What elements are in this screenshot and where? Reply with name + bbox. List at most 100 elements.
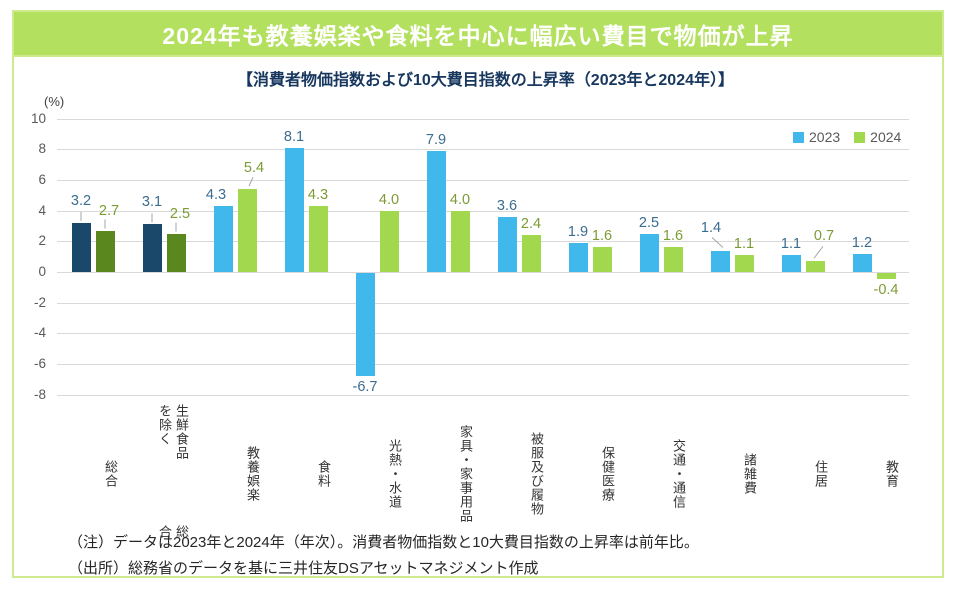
bar-value-label: 5.4 [243, 160, 265, 177]
bar-value-label: -0.4 [873, 282, 899, 299]
y-axis-tick-label: -8 [33, 386, 46, 402]
category-label-line: 光熱・水道 [387, 439, 402, 509]
bar-2024-住居 [805, 261, 825, 272]
x-axis-category-総合: 総合 [67, 404, 119, 544]
bar-value-label: 3.6 [496, 197, 518, 214]
page-title: 2024年も教養娯楽や食料を中心に幅広い費目で物価が上昇 [162, 22, 794, 49]
note-line-2: （出所）総務省のデータを基に三井住友DSアセットマネジメント作成 [68, 560, 539, 577]
bar-2023-光熱・水道 [355, 273, 375, 376]
bar-value-label: 2.4 [520, 216, 542, 233]
bar-2024-諸雑費 [734, 255, 754, 272]
bar-2023-諸雑費 [710, 250, 730, 272]
x-axis-category-保健医療: 保健医療 [564, 404, 616, 544]
bar-value-label: 1.6 [662, 228, 684, 245]
x-axis-category-諸雑費: 諸雑費 [706, 404, 758, 544]
note-line-1: （注）データは2023年と2024年（年次）。消費者物価指数と10大費目指数の上… [68, 534, 699, 551]
y-axis-tick-label: 8 [38, 141, 46, 157]
bar-2023-教養娯楽 [213, 205, 233, 272]
gridline [57, 241, 909, 243]
bar-2024-交通・通信 [663, 247, 683, 272]
bar-2024-食料 [308, 205, 328, 272]
bar-value-label: 2.5 [638, 214, 660, 231]
category-label-line: 交通・通信 [671, 439, 686, 509]
bar-2023-家具・家事用品 [426, 150, 446, 272]
bar-value-label: 4.0 [449, 191, 471, 208]
x-axis-category-住居: 住居 [777, 404, 829, 544]
category-label-line: 生鮮食品を除く [157, 404, 189, 460]
bar-value-label: 4.3 [205, 186, 227, 203]
y-axis-tick-label: 0 [38, 264, 46, 279]
bar-value-label: 3.1 [141, 194, 163, 211]
gridline [57, 302, 909, 304]
category-label-line: 総合 [157, 525, 189, 540]
y-axis-tick-label: 6 [38, 171, 46, 187]
chart-frame-border [12, 10, 944, 578]
category-label-line: 教養娯楽 [245, 446, 260, 502]
bar-value-label: 1.1 [733, 236, 755, 253]
gridline [57, 272, 909, 273]
bar-value-label: 1.6 [591, 228, 613, 245]
x-axis-category-教育: 教育 [848, 404, 900, 544]
category-label-line: 教育 [884, 460, 899, 488]
bar-value-label: 1.1 [780, 236, 802, 253]
x-axis-category-交通・通信: 交通・通信 [635, 404, 687, 544]
bar-value-label: 1.9 [567, 223, 589, 240]
bar-2023-教育 [852, 253, 872, 272]
footnote-note: （注）データは2023年と2024年（年次）。消費者物価指数と10大費目指数の上… [68, 530, 699, 556]
bar-value-label: 8.1 [283, 128, 305, 145]
bar-value-label: 4.0 [378, 191, 400, 208]
bar-2024-被服及び履物 [521, 235, 541, 272]
bar-value-label: 2.7 [98, 202, 120, 219]
bar-2024-総合 [95, 230, 115, 272]
footnote-source: （出所）総務省のデータを基に三井住友DSアセットマネジメント作成 [68, 556, 539, 582]
x-axis-category-家具・家事用品: 家具・家事用品 [422, 404, 474, 544]
bar-value-label: 4.3 [307, 186, 329, 203]
legend-label: 2023 [809, 129, 841, 145]
legend-swatch-icon [854, 131, 866, 143]
bar-2024-家具・家事用品 [450, 210, 470, 272]
title-banner: 2024年も教養娯楽や食料を中心に幅広い費目で物価が上昇 [12, 10, 944, 57]
legend-label: 2024 [870, 129, 902, 145]
bar-2024-教養娯楽 [237, 189, 257, 272]
x-axis-category-生鮮食品を除く総合: 生鮮食品を除く 総合 [138, 404, 190, 544]
bar-2024-光熱・水道 [379, 210, 399, 272]
category-label-line: 住居 [813, 460, 828, 488]
x-axis-category-食料: 食料 [280, 404, 332, 544]
y-axis-unit-label: (%) [44, 94, 65, 109]
bar-2023-食料 [284, 147, 304, 272]
gridline [57, 179, 909, 181]
legend-item-2024: 2024 [854, 129, 901, 145]
bar-2023-被服及び履物 [497, 216, 517, 272]
bar-value-label: 0.7 [813, 228, 835, 245]
bar-2023-保健医療 [568, 242, 588, 272]
bar-2023-住居 [781, 255, 801, 272]
chart-subtitle: 【消費者物価指数および10大費目指数の上昇率（2023年と2024年）】 [237, 72, 734, 89]
x-axis-category-光熱・水道: 光熱・水道 [351, 404, 403, 544]
bar-2024-保健医療 [592, 247, 612, 272]
bar-2023-総合 [71, 222, 91, 272]
y-axis-tick-label: 2 [38, 233, 46, 249]
category-label-line: 食料 [316, 460, 331, 488]
bar-value-label: 3.2 [70, 192, 92, 209]
category-label-line: 家具・家事用品 [458, 425, 473, 523]
bar-value-label: -6.7 [352, 378, 378, 395]
bar-2023-交通・通信 [639, 233, 659, 272]
bar-value-label: 7.9 [425, 131, 447, 148]
bar-value-label: 1.4 [700, 219, 722, 236]
gridline [57, 333, 909, 335]
category-label-line: 諸雑費 [742, 453, 757, 495]
category-label-line: 保健医療 [600, 446, 615, 502]
gridline [57, 118, 909, 120]
bar-value-label: 2.5 [169, 205, 191, 222]
y-axis-tick-label: -2 [33, 294, 46, 310]
bar-2023-生鮮食品を除く総合 [142, 224, 162, 272]
x-axis-category-教養娯楽: 教養娯楽 [209, 404, 261, 544]
category-label-line: 被服及び履物 [529, 432, 544, 516]
x-axis-category-被服及び履物: 被服及び履物 [493, 404, 545, 544]
bar-2024-教育 [876, 273, 896, 280]
legend-swatch-icon [793, 131, 804, 143]
legend-item-2023: 2023 [793, 129, 840, 145]
y-axis-tick-label: 4 [38, 202, 46, 218]
gridline [57, 149, 909, 151]
